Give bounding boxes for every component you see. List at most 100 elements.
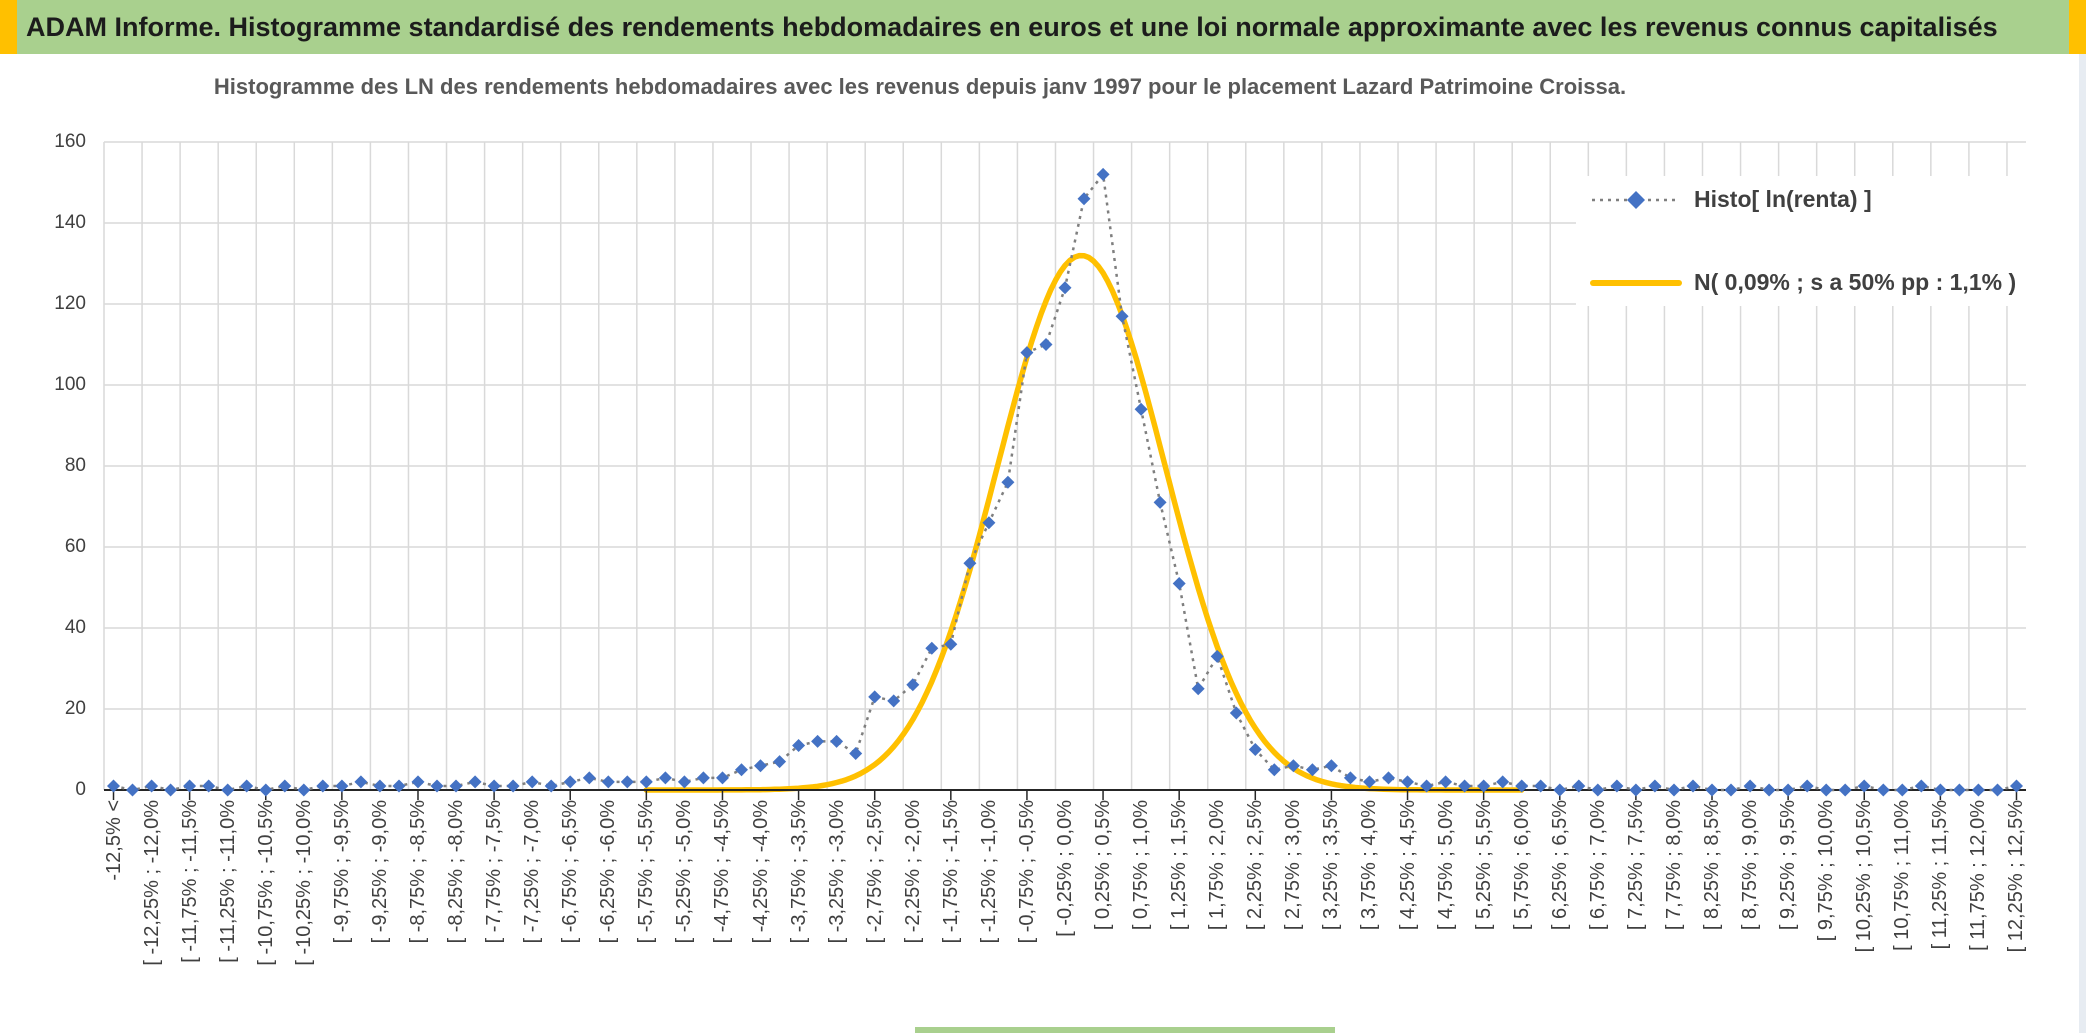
- histogram-marker[interactable]: [1153, 495, 1167, 509]
- histogram-marker[interactable]: [887, 694, 901, 708]
- histogram-marker[interactable]: [297, 783, 311, 797]
- histogram-marker[interactable]: [582, 771, 596, 785]
- histogram-marker[interactable]: [1553, 783, 1567, 797]
- histogram-marker[interactable]: [126, 783, 139, 797]
- histogram-marker[interactable]: [1819, 783, 1833, 797]
- histogram-marker[interactable]: [1401, 775, 1414, 789]
- histogram-marker[interactable]: [1077, 192, 1091, 206]
- histogram-marker[interactable]: [316, 779, 330, 793]
- histogram-marker[interactable]: [754, 759, 767, 773]
- histogram-marker[interactable]: [792, 739, 806, 752]
- histogram-marker[interactable]: [620, 775, 634, 789]
- histogram-marker[interactable]: [1343, 771, 1357, 785]
- histogram-marker[interactable]: [525, 775, 539, 789]
- histogram-marker[interactable]: [2010, 779, 2023, 793]
- histogram-marker[interactable]: [202, 779, 216, 793]
- histogram-marker[interactable]: [1838, 783, 1852, 797]
- histogram-marker[interactable]: [1629, 783, 1643, 797]
- histogram-marker[interactable]: [259, 783, 273, 797]
- histogram-marker[interactable]: [1933, 783, 1947, 797]
- histogram-marker[interactable]: [1477, 779, 1491, 793]
- histogram-marker[interactable]: [1420, 779, 1434, 793]
- histogram-marker[interactable]: [658, 771, 672, 785]
- histogram-marker[interactable]: [1191, 682, 1205, 696]
- histogram-marker[interactable]: [1115, 309, 1129, 323]
- histogram-marker[interactable]: [1229, 706, 1243, 720]
- histogram-marker[interactable]: [849, 747, 863, 760]
- histogram-marker[interactable]: [1572, 779, 1586, 793]
- histogram-marker[interactable]: [1020, 346, 1034, 360]
- histogram-marker[interactable]: [963, 556, 977, 570]
- histogram-marker[interactable]: [1096, 167, 1110, 181]
- histogram-marker[interactable]: [373, 779, 387, 793]
- histogram-marker[interactable]: [411, 775, 425, 789]
- histogram-marker[interactable]: [1591, 783, 1605, 797]
- histogram-marker[interactable]: [1248, 743, 1262, 756]
- histogram-marker[interactable]: [1363, 775, 1376, 789]
- histogram-marker[interactable]: [221, 783, 235, 797]
- histogram-marker[interactable]: [1172, 577, 1186, 590]
- histogram-marker[interactable]: [1534, 779, 1548, 793]
- histogram-marker[interactable]: [1743, 779, 1757, 793]
- histogram-marker[interactable]: [1705, 783, 1719, 797]
- histogram-marker[interactable]: [639, 775, 653, 789]
- histogram-marker[interactable]: [183, 779, 197, 793]
- histogram-marker[interactable]: [1058, 281, 1072, 295]
- histogram-marker[interactable]: [1762, 783, 1776, 797]
- histogram-marker[interactable]: [1001, 475, 1015, 489]
- histogram-marker[interactable]: [1210, 649, 1224, 663]
- histogram-marker[interactable]: [982, 516, 996, 530]
- histogram-marker[interactable]: [1134, 402, 1148, 416]
- histogram-marker[interactable]: [487, 779, 501, 793]
- histogram-marker[interactable]: [1039, 338, 1053, 351]
- histogram-marker[interactable]: [906, 678, 920, 692]
- histogram-marker[interactable]: [1382, 771, 1395, 785]
- histogram-marker[interactable]: [278, 779, 292, 793]
- histogram-marker[interactable]: [716, 771, 729, 785]
- histogram-marker[interactable]: [1515, 779, 1529, 793]
- histogram-marker[interactable]: [468, 775, 482, 789]
- histogram-marker[interactable]: [1610, 779, 1624, 793]
- histogram-marker[interactable]: [449, 779, 463, 793]
- histogram-marker[interactable]: [1286, 759, 1300, 773]
- normal-curve[interactable]: [643, 252, 1525, 793]
- histogram-marker[interactable]: [1648, 779, 1662, 793]
- histogram-marker[interactable]: [1914, 779, 1928, 793]
- histogram-marker[interactable]: [506, 779, 520, 793]
- histogram-marker[interactable]: [830, 734, 844, 748]
- histogram-marker[interactable]: [1439, 775, 1453, 789]
- histogram-marker[interactable]: [1991, 783, 2004, 797]
- histogram-marker[interactable]: [1857, 779, 1871, 793]
- histogram-marker[interactable]: [164, 783, 178, 797]
- histogram-marker[interactable]: [1952, 783, 1966, 797]
- histogram-marker[interactable]: [1458, 779, 1472, 793]
- histogram-marker[interactable]: [1724, 783, 1738, 797]
- histogram-marker[interactable]: [868, 690, 882, 704]
- histogram-marker[interactable]: [430, 779, 444, 793]
- histogram-marker[interactable]: [1667, 783, 1681, 797]
- histogram-marker[interactable]: [544, 779, 558, 793]
- histogram-marker[interactable]: [1781, 783, 1795, 797]
- histogram-marker[interactable]: [1305, 763, 1319, 777]
- histogram-marker[interactable]: [354, 775, 368, 789]
- histogram-marker[interactable]: [1496, 775, 1510, 789]
- histogram-marker[interactable]: [1895, 783, 1909, 797]
- histogram-marker[interactable]: [1324, 759, 1338, 773]
- histogram-marker[interactable]: [1267, 763, 1281, 777]
- histogram-marker[interactable]: [773, 755, 787, 769]
- histogram-marker[interactable]: [335, 779, 349, 793]
- histogram-marker[interactable]: [107, 779, 120, 793]
- histogram-marker[interactable]: [735, 763, 748, 777]
- histogram-marker[interactable]: [563, 775, 577, 789]
- histogram-marker[interactable]: [392, 779, 406, 793]
- histogram-marker[interactable]: [677, 775, 691, 789]
- histogram-marker[interactable]: [1876, 783, 1890, 797]
- histogram-marker[interactable]: [1971, 783, 1985, 797]
- banner-cell[interactable]: ADAM Informe. Histogramme standardisé de…: [0, 0, 2086, 54]
- histogram-marker[interactable]: [925, 641, 939, 655]
- histogram-marker[interactable]: [601, 775, 615, 789]
- histogram-marker[interactable]: [1800, 779, 1814, 793]
- histogram-marker[interactable]: [696, 771, 710, 785]
- histogram-marker[interactable]: [145, 779, 159, 793]
- histogram-marker[interactable]: [1686, 779, 1700, 793]
